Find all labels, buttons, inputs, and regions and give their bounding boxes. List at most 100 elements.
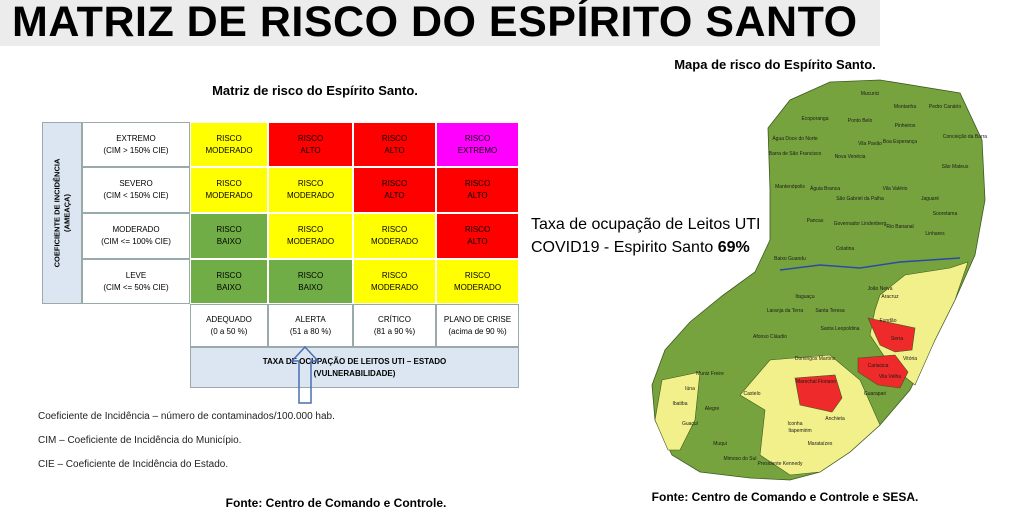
- risk-cell-line: RISCO: [381, 133, 408, 143]
- risk-cell-line: RISCO: [381, 179, 408, 188]
- risk-cell-line: ALTO: [467, 191, 488, 200]
- map-label: Pinheiros: [895, 123, 916, 129]
- risk-cell: RISCO ALTO: [436, 213, 519, 259]
- row-label-line: LEVE: [125, 270, 147, 280]
- risk-cell: RISCO BAIXO: [190, 259, 268, 304]
- risk-cell-line: ALTO: [300, 145, 321, 155]
- map-label: Ponto Belo: [848, 118, 873, 124]
- risk-cell-line: RISCO: [216, 133, 242, 143]
- row-label: SEVERO (CIM < 150% CIE): [82, 167, 190, 213]
- x-axis-label-line: (VULNERABILIDADE): [313, 368, 396, 378]
- risk-cell: RISCO BAIXO: [190, 213, 268, 259]
- arrow: [290, 345, 320, 404]
- column-label: ADEQUADO (0 a 50 %): [190, 304, 268, 347]
- map-label: Muniz Freire: [696, 371, 724, 377]
- map-label: Iconha: [787, 421, 802, 427]
- title-background: [0, 0, 880, 46]
- map-label: Castelo: [744, 391, 761, 397]
- occupancy-label: Taxa de ocupação de Leitos UTI: [531, 216, 761, 233]
- map-region-yellow: [739, 354, 881, 476]
- risk-cell-line: BAIXO: [298, 282, 323, 292]
- map-label: Iúna: [685, 386, 695, 392]
- row-label-line: MODERADO: [112, 225, 160, 234]
- map-label: Laranja da Terra: [767, 308, 804, 314]
- map-label: Serra: [891, 336, 903, 342]
- risk-cell: RISCO BAIXO: [268, 259, 353, 304]
- map-label: Marechal Floriano: [796, 379, 836, 385]
- x-axis-label-line: TAXA DE OCUPAÇÃO DE LEITOS UTI – ESTADO: [262, 356, 447, 366]
- row-label-line: (CIM < 150% CIE): [103, 191, 169, 200]
- row-label-line: EXTREMO: [116, 133, 156, 143]
- row-label: LEVE (CIM <= 50% CIE): [82, 259, 190, 304]
- risk-cell: RISCO MODERADO: [268, 213, 353, 259]
- risk-cell-line: RISCO: [216, 225, 242, 234]
- risk-cell-line: BAIXO: [216, 282, 242, 292]
- column-label: ALERTA (51 a 80 %): [268, 304, 353, 347]
- risk-cell-line: MODERADO: [205, 145, 253, 155]
- map-label: Itaguaçu: [795, 294, 814, 300]
- risk-cell: RISCO ALTO: [268, 122, 353, 167]
- occupancy-label: COVID19 - Espirito Santo: [531, 239, 714, 256]
- risk-cell-line: MODERADO: [370, 237, 419, 246]
- risk-cell-line: RISCO: [381, 225, 408, 234]
- map-label: São Mateus: [942, 164, 969, 170]
- column-label-line: (81 a 90 %): [373, 326, 416, 336]
- map-label: Ibatiba: [672, 401, 687, 407]
- row-label-line: (CIM <= 50% CIE): [103, 282, 169, 292]
- map-label: Alegre: [705, 406, 720, 412]
- map-label: Rio Bananal: [886, 224, 913, 230]
- map-label: Barra de São Francisco: [769, 151, 822, 157]
- map-label: São Gabriel da Palha: [836, 196, 884, 202]
- map-label: Nova Venécia: [835, 154, 866, 160]
- risk-cell-line: RISCO: [464, 133, 491, 143]
- map-label: Mucurici: [861, 91, 880, 97]
- risk-cell-line: RISCO: [297, 270, 324, 280]
- map-label: Itapemirim: [788, 428, 811, 434]
- risk-cell-line: RISCO: [297, 179, 324, 188]
- risk-cell-line: RISCO: [464, 225, 491, 234]
- map-label: Mimoso do Sul: [723, 456, 756, 462]
- arrow-shape: [290, 345, 320, 404]
- map-label: Baixo Guandu: [774, 256, 806, 262]
- map-label: Santa Leopoldina: [821, 326, 860, 332]
- map-label: Conceição da Barra: [943, 134, 987, 140]
- risk-cell-line: RISCO: [464, 179, 491, 188]
- risk-cell: RISCO MODERADO: [190, 122, 268, 167]
- risk-cell-line: ALTO: [384, 191, 405, 200]
- row-label: EXTREMO (CIM > 150% CIE): [82, 122, 190, 167]
- note: CIM – Coeficiente de Incidência do Munic…: [38, 435, 242, 446]
- risk-cell-line: MODERADO: [205, 191, 253, 200]
- map-label: Vila Velha: [879, 374, 901, 380]
- risk-cell: RISCO MODERADO: [190, 167, 268, 213]
- risk-cell-line: MODERADO: [286, 191, 335, 200]
- map-label: Santa Teresa: [815, 308, 845, 314]
- column-label: PLANO DE CRISE (acima de 90 %): [436, 304, 519, 347]
- risk-cell: RISCO ALTO: [436, 167, 519, 213]
- source: Fonte: Centro de Comando e Controle e SE…: [651, 490, 919, 504]
- risk-cell-line: RISCO: [297, 225, 324, 234]
- column-label: CRÍTICO (81 a 90 %): [353, 304, 436, 347]
- risk-cell: RISCO MODERADO: [353, 259, 436, 304]
- map-region-yellow: [654, 371, 701, 451]
- risk-cell: RISCO MODERADO: [436, 259, 519, 304]
- map-label: Boa Esperança: [883, 139, 917, 145]
- map-region-red: [867, 317, 916, 353]
- x-axis-label: TAXA DE OCUPAÇÃO DE LEITOS UTI – ESTADO (…: [190, 347, 519, 388]
- risk-cell: RISCO ALTO: [353, 167, 436, 213]
- occupancy-value: 69%: [717, 239, 750, 256]
- map-label: Sooretama: [933, 211, 958, 217]
- column-label-line: (acima de 90 %): [448, 326, 507, 336]
- map-label: Muqui: [713, 441, 727, 447]
- map-label: Anchieta: [825, 416, 845, 422]
- river: [779, 257, 961, 271]
- map-label: Mantenópolis: [775, 184, 805, 190]
- map-label: Pancas: [807, 218, 824, 224]
- risk-cell-line: BAIXO: [216, 237, 242, 246]
- map-label: Águia Branca: [810, 185, 840, 192]
- risk-cell-line: RISCO: [297, 133, 324, 143]
- risk-cell-line: MODERADO: [286, 237, 335, 246]
- map-label: João Neiva: [867, 286, 892, 292]
- row-label-line: SEVERO: [119, 179, 153, 188]
- column-label-line: ADEQUADO: [206, 314, 252, 324]
